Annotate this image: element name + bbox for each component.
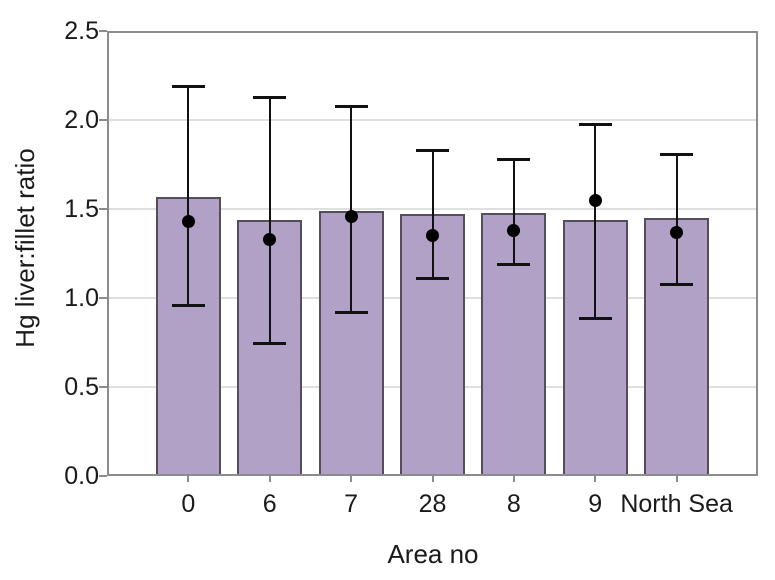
error-bar-line: [512, 159, 515, 265]
mean-dot: [181, 214, 195, 228]
x-axis-title: Area no: [387, 539, 479, 569]
y-tick-label: 2.0: [64, 106, 99, 134]
y-axis-line: [107, 31, 109, 476]
error-bar-line: [594, 123, 597, 318]
x-axis-tick: [268, 476, 271, 482]
x-tick-label: 28: [418, 490, 447, 518]
x-tick-label: 0: [181, 490, 196, 518]
error-bar-cap-bottom: [253, 341, 287, 345]
error-bar-cap-bottom: [334, 311, 368, 315]
x-axis-tick: [187, 476, 190, 482]
error-bar-cap-top: [416, 149, 449, 153]
error-bar-line: [187, 86, 190, 306]
error-bar-cap-top: [253, 95, 287, 99]
x-axis-tick: [512, 476, 515, 482]
x-axis-line: [107, 474, 758, 476]
error-bar-cap-top: [334, 104, 368, 108]
error-bar-cap-bottom: [416, 277, 449, 281]
y-axis-tick: [99, 119, 107, 121]
error-bar-line: [268, 96, 271, 343]
mean-dot: [426, 229, 439, 243]
y-tick-label: 2.5: [64, 17, 99, 45]
error-bar-line: [431, 150, 434, 279]
x-tick-label: 9: [588, 490, 603, 518]
error-bar-cap-bottom: [660, 282, 694, 286]
mean-dot: [263, 232, 277, 246]
y-axis-tick: [99, 475, 107, 477]
mean-dot: [670, 225, 684, 239]
y-axis-title: Hg liver:fillet ratio: [10, 148, 40, 348]
x-axis-tick: [675, 476, 678, 482]
y-axis-tick: [99, 386, 107, 388]
y-axis-tick: [99, 208, 107, 210]
mean-dot: [344, 209, 358, 223]
y-axis-tick: [99, 30, 107, 32]
error-bar-line: [350, 105, 353, 313]
error-bar-cap-top: [578, 122, 612, 126]
error-bar-cap-bottom: [578, 316, 612, 320]
error-bar-cap-top: [660, 152, 694, 156]
grid-line: [109, 119, 756, 121]
error-bar-cap-bottom: [497, 263, 531, 267]
error-bar-line: [675, 153, 678, 284]
x-tick-label: 6: [262, 490, 277, 518]
mean-dot: [588, 193, 602, 207]
x-axis-tick: [594, 476, 597, 482]
x-axis-tick: [350, 476, 353, 482]
error-bar-cap-bottom: [171, 304, 205, 308]
x-axis-tick: [431, 476, 434, 482]
bar: [400, 214, 465, 474]
plot-border-top: [107, 31, 758, 33]
x-tick-label: 8: [506, 490, 521, 518]
y-tick-label: 1.0: [64, 284, 99, 312]
error-bar-cap-top: [497, 158, 531, 162]
x-tick-label: 7: [344, 490, 359, 518]
plot-border-right: [756, 31, 758, 476]
y-tick-label: 0.0: [64, 462, 99, 490]
x-tick-label: North Sea: [620, 490, 733, 518]
mean-dot: [507, 223, 521, 237]
plot-area: [107, 31, 758, 476]
y-tick-label: 1.5: [64, 195, 99, 223]
error-bar-cap-top: [171, 85, 205, 89]
y-tick-label: 0.5: [64, 373, 99, 401]
y-axis-tick: [99, 297, 107, 299]
